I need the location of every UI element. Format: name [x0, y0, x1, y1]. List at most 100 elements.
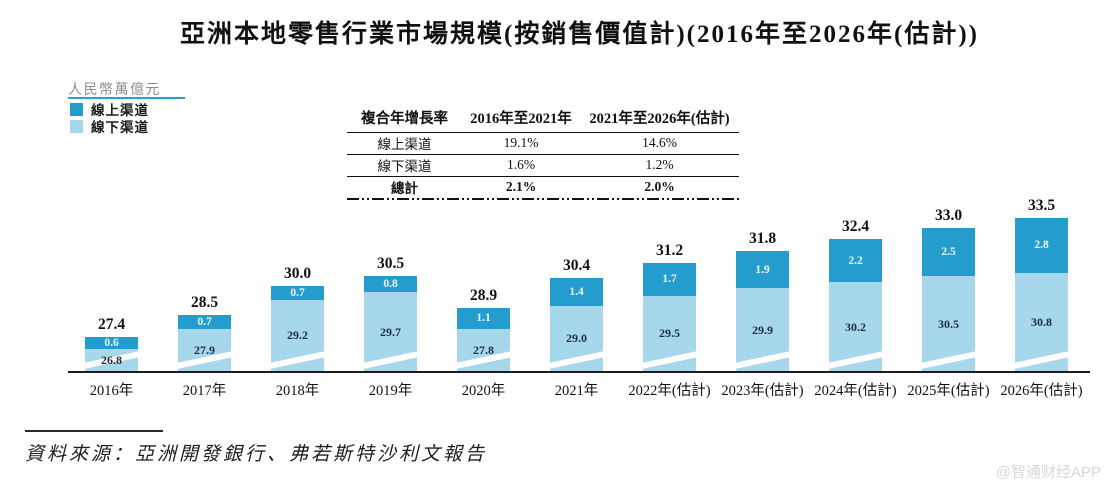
- bar-total-label: 30.0: [283, 265, 312, 283]
- online-value-label: 1.9: [755, 263, 770, 276]
- segment-online: 0.8: [364, 276, 417, 293]
- bar-2023年(估計): 1.9 29.9: [736, 251, 789, 372]
- segment-online: 0.6: [85, 336, 138, 349]
- x-axis-label: 2024年(估計): [814, 383, 897, 399]
- legend: 線上渠道 線下渠道: [70, 102, 149, 136]
- offline-value-label: 29.9: [752, 322, 773, 337]
- segment-online: 2.8: [1015, 217, 1068, 273]
- offline-value-label: 26.8: [101, 352, 122, 367]
- bar-total-label: 28.5: [190, 294, 219, 312]
- cagr-table-container: 複合年增長率 2016年至2021年 2021年至2026年(估計) 線上渠道 …: [347, 103, 739, 200]
- cagr-row-offline: 線下渠道 1.6% 1.2%: [347, 154, 739, 176]
- offline-value-label: 30.2: [845, 319, 866, 334]
- online-value-label: 0.6: [104, 336, 119, 349]
- online-value-label: 2.8: [1034, 239, 1049, 252]
- online-value-label: 0.8: [383, 278, 398, 291]
- cagr-value: 19.1%: [503, 135, 539, 150]
- bar-2022年(估計): 1.7 29.5: [643, 262, 696, 372]
- bar-total-label: 33.0: [934, 206, 963, 224]
- online-color-swatch: [70, 102, 83, 116]
- x-axis-line: [68, 371, 1090, 373]
- legend-offline-label: 線下渠道: [91, 120, 149, 135]
- segment-online: 0.7: [271, 286, 324, 300]
- segment-online: 1.1: [457, 307, 510, 330]
- source-rule: [25, 430, 163, 432]
- cagr-row-label: 總計: [391, 181, 418, 197]
- bar-2016年: 0.6 26.8: [85, 336, 138, 372]
- bar-2020年: 1.1 27.8: [457, 307, 510, 372]
- source-note: 資料來源：亞洲開發銀行、弗若斯特沙利文報告: [25, 444, 488, 465]
- online-value-label: 0.7: [197, 316, 212, 329]
- legend-online-label: 線上渠道: [91, 103, 149, 118]
- offline-value-label: 30.8: [1031, 314, 1052, 329]
- x-axis-label: 2016年: [89, 383, 134, 399]
- x-axis-label: 2021年: [554, 383, 599, 399]
- online-value-label: 1.4: [569, 286, 584, 299]
- bar-2019年: 0.8 29.7: [364, 276, 417, 372]
- segment-online: 2.2: [829, 239, 882, 283]
- bar-2017年: 0.7 27.9: [178, 315, 231, 372]
- segment-online: 2.5: [922, 227, 975, 277]
- offline-value-label: 29.0: [566, 331, 587, 346]
- offline-value-label: 27.8: [473, 343, 494, 358]
- offline-value-label: 29.2: [287, 328, 308, 343]
- bar-2026年(估計): 2.8 30.8: [1015, 217, 1068, 372]
- online-value-label: 1.7: [662, 273, 677, 286]
- cagr-row-total: 總計 2.1% 2.0%: [347, 176, 739, 198]
- segment-online: 1.7: [643, 262, 696, 296]
- legend-item-online: 線上渠道: [70, 102, 149, 118]
- x-axis-label: 2023年(估計): [721, 383, 804, 399]
- cagr-header-period-2: 2021年至2026年(估計): [589, 110, 730, 127]
- cagr-value: 14.6%: [642, 135, 677, 150]
- cagr-table: 複合年增長率 2016年至2021年 2021年至2026年(估計) 線上渠道 …: [347, 103, 739, 198]
- bar-total-label: 27.4: [97, 315, 126, 333]
- chart-title: 亞洲本地零售行業市場規模(按銷售價值計)(2016年至2026年(估計)): [180, 21, 979, 48]
- x-axis-label: 2019年: [368, 383, 413, 399]
- cagr-row-label: 線上渠道: [377, 137, 432, 152]
- bar-2024年(估計): 2.2 30.2: [829, 239, 882, 372]
- x-axis-label: 2022年(估計): [628, 383, 711, 399]
- bar-2021年: 1.4 29.0: [550, 278, 603, 372]
- cagr-value: 1.6%: [506, 157, 536, 172]
- offline-value-label: 29.7: [380, 324, 401, 339]
- y-axis-underline: [68, 97, 185, 99]
- cagr-value: 1.2%: [645, 157, 674, 172]
- offline-value-label: 27.9: [194, 343, 215, 358]
- cagr-header-metric: 複合年增長率: [361, 110, 448, 127]
- bar-2018年: 0.7 29.2: [271, 286, 324, 372]
- x-axis-label: 2017年: [182, 383, 227, 399]
- online-value-label: 2.5: [941, 246, 956, 259]
- bar-total-label: 30.4: [562, 257, 591, 275]
- bar-total-label: 31.2: [655, 241, 684, 259]
- x-axis-label: 2026年(估計): [1000, 383, 1083, 399]
- bar-total-label: 32.4: [841, 218, 870, 236]
- cagr-table-bottom-rule: [347, 198, 739, 200]
- cagr-header-row: 複合年增長率 2016年至2021年 2021年至2026年(估計): [347, 103, 739, 132]
- cagr-row-label: 線下渠道: [377, 159, 432, 174]
- cagr-value: 2.0%: [644, 179, 675, 195]
- bar-total-label: 30.5: [376, 255, 405, 273]
- segment-offline: 27.8: [457, 329, 510, 372]
- offline-color-swatch: [70, 119, 83, 133]
- segment-online: 1.4: [550, 278, 603, 306]
- x-axis-label: 2020年: [461, 383, 506, 399]
- legend-item-offline: 線下渠道: [70, 119, 149, 135]
- cagr-row-online: 線上渠道 19.1% 14.6%: [347, 132, 739, 154]
- online-value-label: 0.7: [290, 287, 305, 299]
- bar-total-label: 31.8: [748, 230, 777, 248]
- cagr-value: 2.1%: [505, 179, 537, 195]
- online-value-label: 1.1: [476, 312, 491, 325]
- segment-online: 0.7: [178, 315, 231, 330]
- offline-value-label: 29.5: [659, 326, 680, 341]
- bar-2025年(估計): 2.5 30.5: [922, 227, 975, 372]
- x-axis-label: 2018年: [275, 383, 320, 399]
- online-value-label: 2.2: [848, 254, 863, 267]
- bar-total-label: 33.5: [1027, 196, 1056, 214]
- watermark: @智通财经APP: [995, 464, 1101, 481]
- x-axis-label: 2025年(估計): [907, 383, 990, 399]
- cagr-header-period-1: 2016年至2021年: [470, 110, 572, 127]
- segment-online: 1.9: [736, 251, 789, 289]
- y-axis-unit-label: 人民幣萬億元: [68, 81, 161, 97]
